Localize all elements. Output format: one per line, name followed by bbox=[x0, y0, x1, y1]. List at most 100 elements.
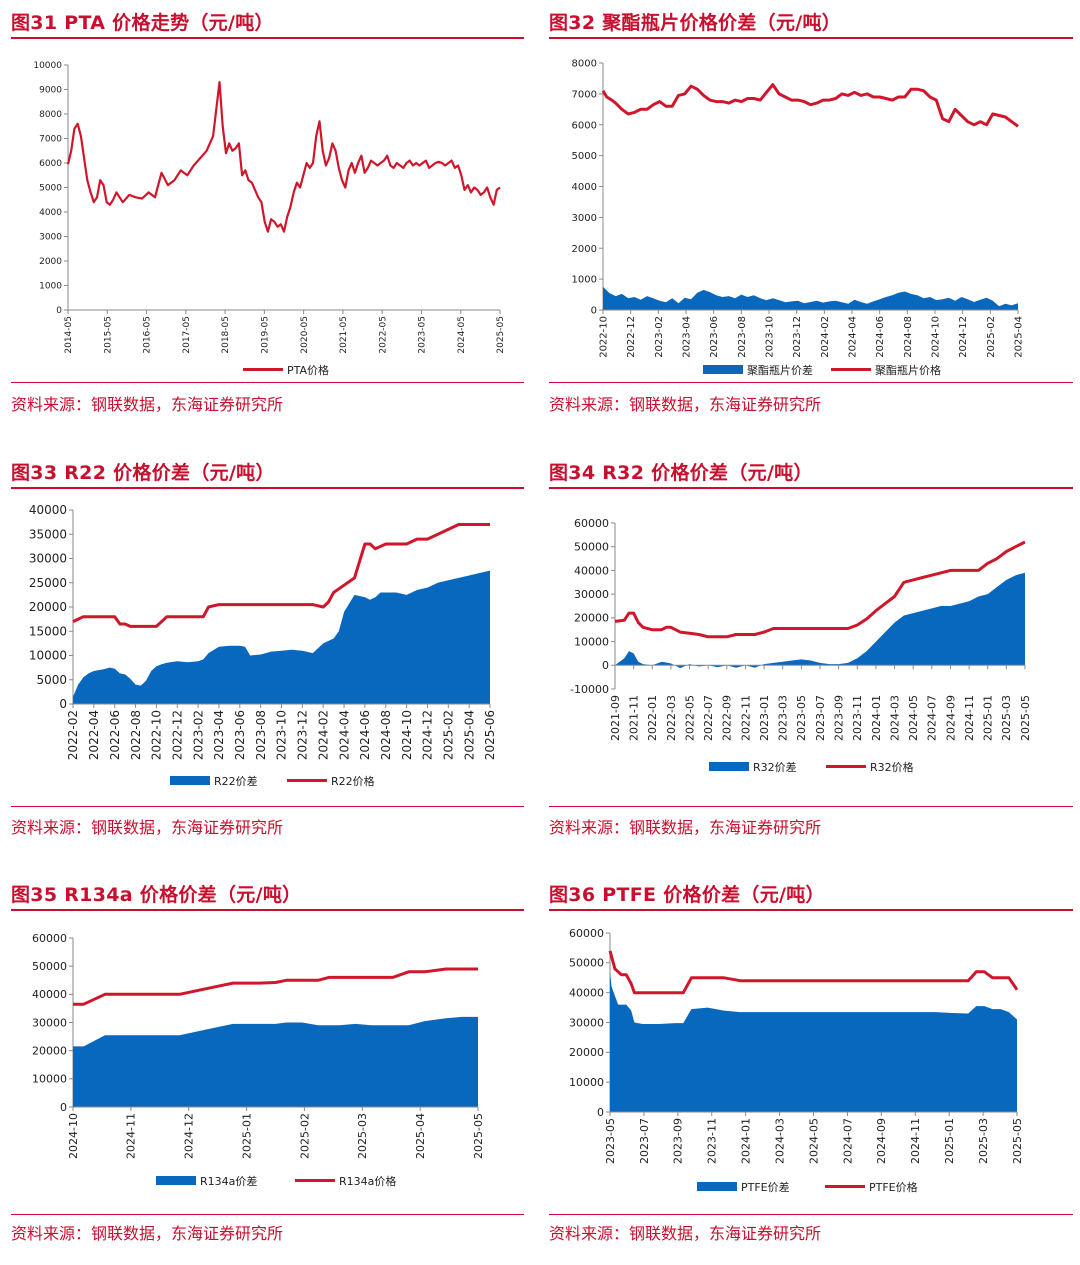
x-tick-label: 2023-05 bbox=[604, 1118, 617, 1164]
y-tick-label: 60000 bbox=[32, 932, 67, 945]
x-tick-label: 2022-10 bbox=[150, 710, 164, 760]
x-tick-label: 2025-01 bbox=[982, 695, 995, 741]
y-tick-label: -10000 bbox=[570, 683, 609, 696]
x-tick-label: 2017-05 bbox=[182, 316, 192, 354]
x-tick-label: 2024-04 bbox=[337, 710, 351, 760]
chart-source: 资料来源：钢联数据，东海证券研究所 bbox=[549, 818, 822, 837]
chart-source: 资料来源：钢联数据，东海证券研究所 bbox=[549, 395, 822, 414]
legend-label: R32价差 bbox=[753, 760, 797, 774]
chart-source: 资料来源：钢联数据，东海证券研究所 bbox=[11, 1224, 284, 1243]
y-tick-label: 3000 bbox=[39, 233, 62, 243]
y-tick-label: 15000 bbox=[29, 624, 67, 638]
x-tick-label: 2023-11 bbox=[851, 695, 864, 741]
x-tick-label: 2024-12 bbox=[183, 1113, 196, 1159]
panel-34: 图34 R32 价格价差（元/吨） -10000 0 10000 20000 30000… bbox=[549, 458, 1073, 838]
y-tick-label: 10000 bbox=[574, 635, 609, 648]
x-tick-label: 2022-06 bbox=[108, 710, 122, 760]
y-tick-label: 10000 bbox=[32, 1073, 67, 1086]
y-tick-label: 4000 bbox=[39, 208, 62, 218]
x-tick-label: 2022-07 bbox=[702, 695, 715, 741]
x-tick-label: 2022-04 bbox=[87, 710, 101, 760]
chart-title: 图33 R22 价格价差（元/吨） bbox=[11, 462, 275, 484]
y-tick-label: 7000 bbox=[572, 89, 597, 100]
x-tick-label: 2024-05 bbox=[807, 1118, 820, 1164]
line-series-PTFE价格 bbox=[608, 950, 1019, 995]
y-tick-label: 5000 bbox=[36, 673, 67, 687]
x-tick-label: 2025-02 bbox=[442, 710, 456, 760]
x-tick-label: 2021-09 bbox=[609, 695, 622, 741]
panel-31: 图31 PTA 价格走势（元/吨） 0 1000 2000 3000 4000 5000 6… bbox=[11, 8, 524, 420]
legend-label: R32价格 bbox=[870, 760, 914, 774]
x-tick-label: 2023-10 bbox=[275, 710, 289, 760]
x-tick-label: 2015-05 bbox=[103, 316, 113, 354]
y-tick-label: 10000 bbox=[33, 61, 62, 71]
x-tick-label: 2025-05 bbox=[1019, 695, 1032, 741]
x-tick-label: 2023-07 bbox=[814, 695, 827, 741]
line-series-PTA价格 bbox=[66, 81, 501, 233]
x-tick-label: 2024-07 bbox=[926, 695, 939, 741]
x-tick-label: 2024-02 bbox=[820, 316, 831, 358]
source-rule bbox=[549, 806, 1073, 807]
x-tick-label: 2024-08 bbox=[903, 316, 914, 358]
y-tick-label: 6000 bbox=[572, 120, 597, 131]
y-tick-label: 0 bbox=[597, 1106, 604, 1119]
y-tick-label: 40000 bbox=[29, 503, 67, 517]
x-tick-label: 2024-12 bbox=[958, 316, 969, 358]
x-tick-label: 2022-03 bbox=[665, 695, 678, 741]
x-tick-label: 2025-05 bbox=[496, 316, 506, 354]
y-tick-label: 8000 bbox=[572, 59, 597, 70]
x-tick-label: 2022-02 bbox=[66, 710, 80, 760]
y-tick-label: 60000 bbox=[569, 927, 604, 940]
y-tick-label: 2000 bbox=[39, 257, 62, 267]
x-tick-label: 2016-05 bbox=[143, 316, 153, 354]
x-tick-label: 2022-05 bbox=[378, 316, 388, 354]
y-tick-label: 50000 bbox=[574, 541, 609, 554]
y-tick-label: 0 bbox=[602, 659, 609, 672]
x-tick-label: 2025-01 bbox=[943, 1118, 956, 1164]
x-tick-label: 2022-12 bbox=[626, 316, 637, 358]
y-tick-label: 40000 bbox=[32, 988, 67, 1001]
x-tick-label: 2025-03 bbox=[1000, 695, 1013, 741]
chart-title: 图36 PTFE 价格价差（元/吨） bbox=[549, 884, 825, 906]
chart-svg-r134a: 0 10000 20000 30000 40000 50000 60000 2024-10 20… bbox=[32, 932, 485, 1188]
legend-swatch-area bbox=[703, 365, 743, 374]
y-tick-label: 25000 bbox=[29, 576, 67, 590]
x-tick-label: 2024-10 bbox=[400, 710, 414, 760]
x-tick-label: 2022-10 bbox=[599, 316, 610, 358]
x-tick-label: 2023-06 bbox=[233, 710, 247, 760]
y-tick-label: 20000 bbox=[32, 1045, 67, 1058]
source-rule bbox=[11, 382, 524, 383]
x-tick-label: 2025-04 bbox=[1014, 316, 1025, 358]
area-series-R134a价差 bbox=[73, 1016, 478, 1107]
legend-label: R134a价格 bbox=[339, 1174, 396, 1188]
y-tick-label: 30000 bbox=[32, 1016, 67, 1029]
x-tick-label: 2025-02 bbox=[298, 1113, 311, 1159]
y-tick-label: 5000 bbox=[39, 184, 62, 194]
y-tick-label: 35000 bbox=[29, 527, 67, 541]
legend-label: 聚酯瓶片价格 bbox=[875, 363, 941, 377]
chart-title: 图34 R32 价格价差（元/吨） bbox=[549, 462, 813, 484]
x-tick-label: 2022-08 bbox=[129, 710, 143, 760]
x-tick-label: 2023-08 bbox=[737, 316, 748, 358]
line-series-聚酯瓶片价格 bbox=[601, 83, 1019, 128]
source-rule bbox=[549, 382, 1073, 383]
legend-label: PTFE价差 bbox=[741, 1180, 790, 1194]
y-tick-label: 0 bbox=[60, 1101, 67, 1114]
y-tick-label: 0 bbox=[59, 697, 67, 711]
y-tick-label: 30000 bbox=[29, 552, 67, 566]
x-tick-label: 2023-03 bbox=[777, 695, 790, 741]
title-rule bbox=[549, 909, 1073, 911]
x-tick-label: 2022-12 bbox=[170, 710, 184, 760]
x-tick-label: 2023-05 bbox=[795, 695, 808, 741]
x-tick-label: 2025-03 bbox=[356, 1113, 369, 1159]
x-tick-label: 2021-05 bbox=[339, 316, 349, 354]
x-tick-label: 2024-05 bbox=[907, 695, 920, 741]
y-tick-label: 40000 bbox=[569, 987, 604, 1000]
y-tick-label: 2000 bbox=[572, 244, 597, 255]
x-tick-label: 2024-09 bbox=[875, 1118, 888, 1164]
x-tick-label: 2022-09 bbox=[721, 695, 734, 741]
title-rule bbox=[11, 37, 524, 39]
x-tick-label: 2022-05 bbox=[683, 695, 696, 741]
x-tick-label: 2025-04 bbox=[414, 1113, 427, 1159]
title-rule bbox=[549, 487, 1073, 489]
